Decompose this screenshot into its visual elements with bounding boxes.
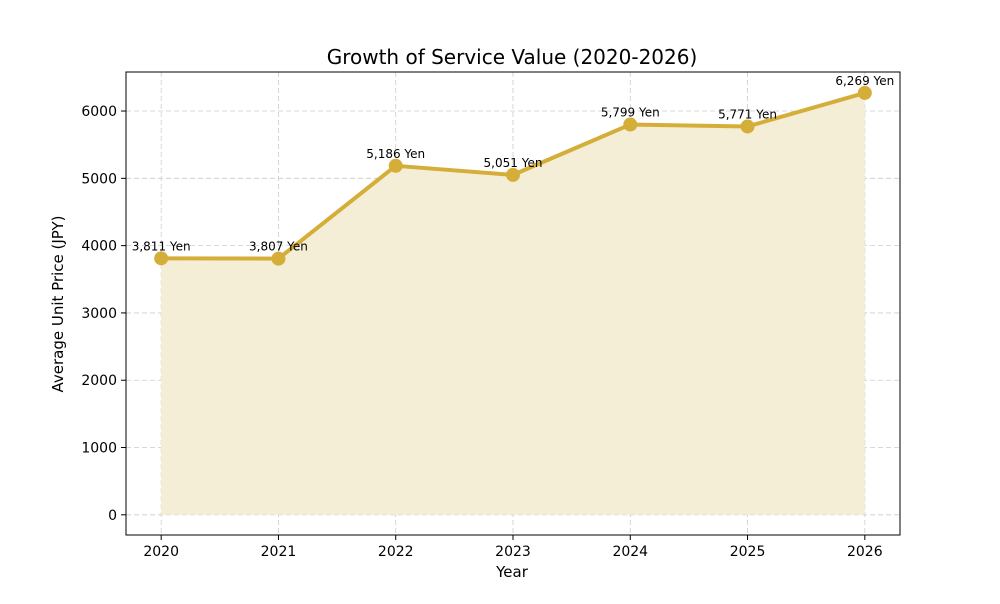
area-layer [161,92,865,515]
data-label: 6,269 Yen [835,74,894,88]
data-label: 5,051 Yen [484,156,543,170]
data-label: 5,186 Yen [366,147,425,161]
x-tick-label: 2023 [495,544,531,560]
x-tick-label: 2022 [378,544,414,560]
data-point [388,158,403,173]
x-tick-label: 2024 [612,544,648,560]
data-label-layer: 3,811 Yen 3,807 Yen 5,186 Yen 5,051 Yen 5,79… [132,74,895,254]
data-point [271,251,286,266]
data-point [740,119,755,134]
y-tick-label: 3000 [81,306,117,322]
data-label: 3,807 Yen [249,240,308,254]
y-axis-label: Average Unit Price (JPY) [49,215,67,392]
data-point [857,85,872,100]
y-tick-label: 5000 [81,171,117,187]
y-tick-label: 2000 [81,373,117,389]
y-tick-label: 4000 [81,239,117,255]
y-tick-label: 6000 [81,104,117,120]
axis-layer: 2020 2021 2022 2023 2024 2025 2026 0 1000 2000 300… [81,71,901,560]
data-point [506,167,520,182]
data-label: 3,811 Yen [132,239,191,253]
data-label: 5,799 Yen [601,106,660,120]
y-tick-label: 1000 [81,441,117,457]
data-point [154,251,169,266]
area-fill [161,92,865,515]
data-point [623,117,638,132]
chart-title: Growth of Service Value (2020-2026) [327,45,698,69]
x-tick-label: 2020 [143,544,179,560]
x-axis-label: Year [495,563,529,581]
x-tick-label: 2025 [730,544,766,560]
x-tick-label: 2026 [847,544,883,560]
x-tick-label: 2021 [261,544,297,560]
y-tick-label: 0 [108,508,117,524]
point-layer [154,85,872,266]
data-label: 5,771 Yen [718,107,777,121]
